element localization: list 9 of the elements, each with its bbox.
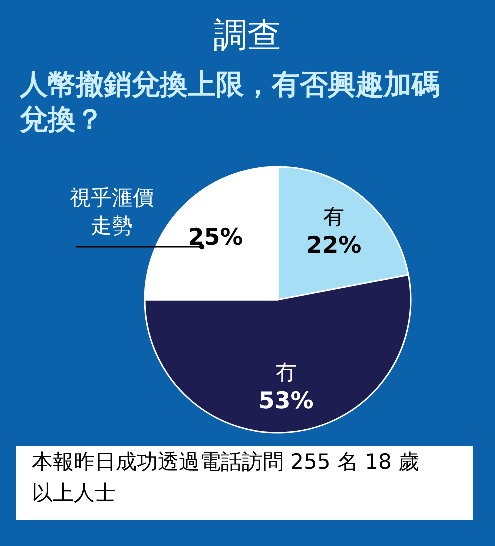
data-label: 25% (188, 224, 244, 251)
slice-label: 有 (324, 205, 345, 230)
text: 本報昨日成功透過電話訪問 255 名 18 歲以上人士 (32, 450, 420, 505)
data-label: 22% (306, 233, 362, 260)
slice-label: 視乎滙價走勢 (70, 186, 154, 238)
chart-title: 調查 (214, 16, 282, 56)
chart-subtitle: 人幣撤銷兌換上限，有否興趣加碼兌換？ (19, 68, 440, 136)
slice-label: 冇 (276, 360, 297, 385)
data-label: 53% (258, 388, 314, 415)
